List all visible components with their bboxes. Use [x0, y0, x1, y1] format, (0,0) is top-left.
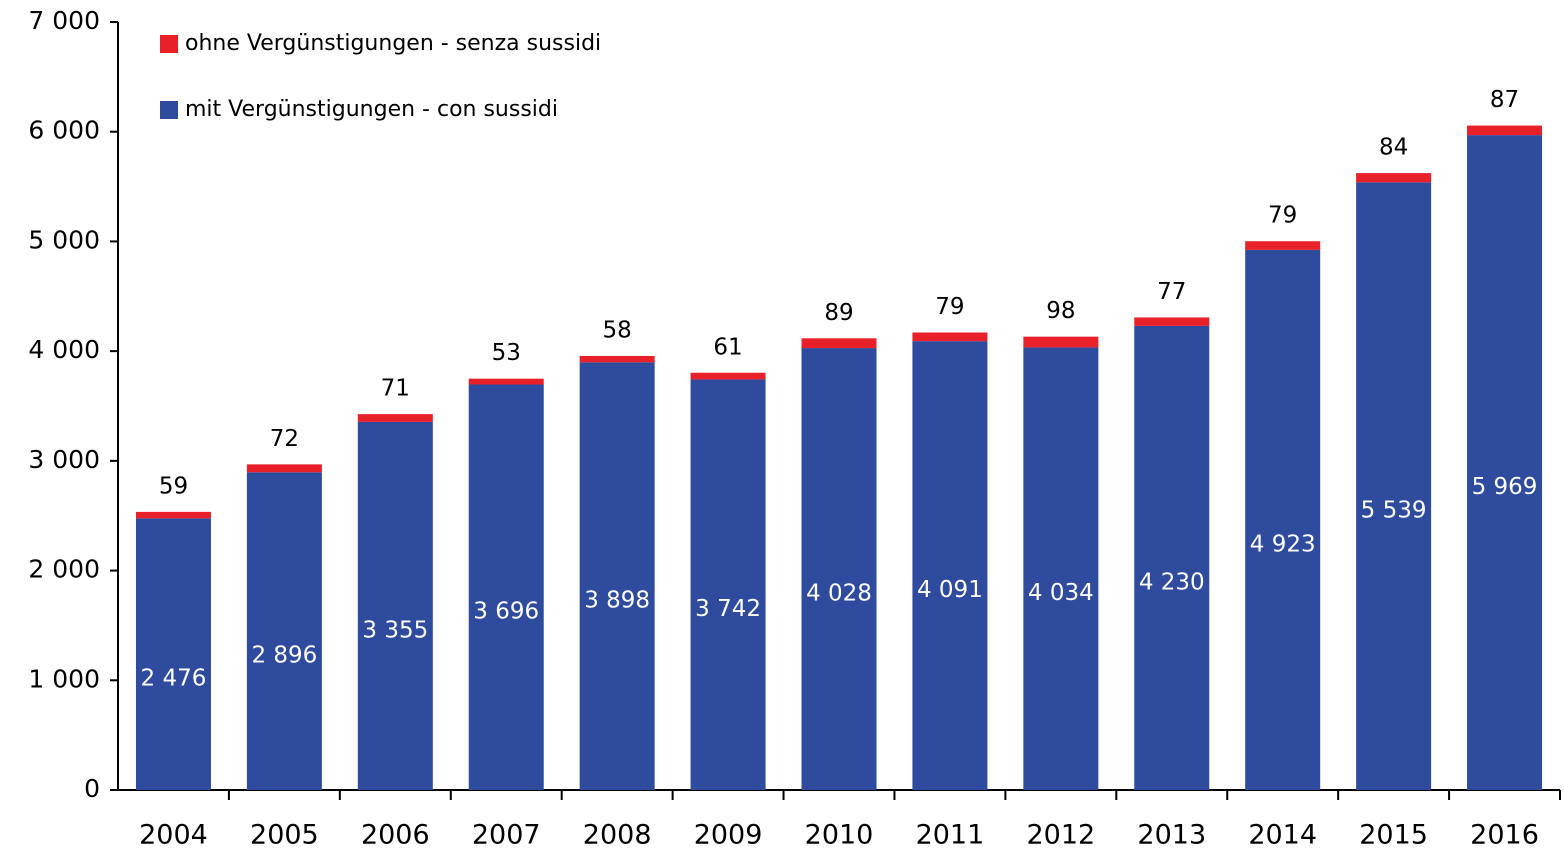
bar-segment [1134, 317, 1210, 326]
bar-segment [468, 384, 544, 790]
value-label: 71 [381, 376, 410, 402]
value-label: 2 476 [141, 666, 207, 692]
x-tick-label: 2015 [1359, 820, 1428, 851]
bar-segment [468, 378, 544, 385]
x-tick-label: 2007 [472, 820, 541, 851]
value-label: 59 [159, 473, 188, 499]
bar-segment [579, 362, 655, 790]
value-label: 79 [1268, 203, 1297, 229]
value-label: 2 896 [251, 643, 317, 669]
y-tick-label: 1 000 [28, 664, 100, 693]
bar-segment [690, 372, 766, 380]
x-tick-label: 2012 [1026, 820, 1095, 851]
bar-segment [579, 355, 655, 363]
legend-label: mit Vergünstigungen - con sussidi [185, 97, 558, 122]
x-tick-label: 2008 [583, 820, 652, 851]
value-label: 61 [713, 334, 742, 360]
bar-segment [690, 379, 766, 790]
x-tick-label: 2011 [916, 820, 985, 851]
bar-segment [1245, 249, 1321, 790]
bar-segment [801, 348, 877, 790]
value-label: 77 [1157, 279, 1186, 305]
value-label: 3 898 [584, 588, 650, 614]
value-label: 84 [1379, 135, 1408, 161]
value-label: 89 [824, 300, 853, 326]
value-label: 4 230 [1139, 569, 1205, 595]
bar-segment [1356, 173, 1432, 183]
bar-segment [801, 338, 877, 349]
y-tick-label: 3 000 [28, 445, 100, 474]
value-label: 4 091 [917, 577, 983, 603]
x-tick-label: 2005 [250, 820, 319, 851]
x-tick-label: 2013 [1137, 820, 1206, 851]
bar-segment [1023, 336, 1099, 348]
bar-segment [912, 332, 988, 342]
bar-segment [1245, 241, 1321, 250]
y-tick-label: 4 000 [28, 335, 100, 364]
value-label: 5 969 [1472, 474, 1538, 500]
value-label: 72 [270, 426, 299, 452]
value-label: 5 539 [1361, 498, 1427, 524]
bar-segment [1467, 135, 1543, 791]
value-label: 4 923 [1250, 531, 1316, 557]
bar-segment [1356, 182, 1432, 790]
x-tick-label: 2006 [361, 820, 430, 851]
y-tick-label: 7 000 [28, 6, 100, 35]
legend-label: ohne Vergünstigungen - senza sussidi [185, 31, 601, 56]
y-tick-label: 0 [84, 774, 100, 803]
bar-segment [1467, 125, 1543, 136]
x-tick-label: 2016 [1470, 820, 1539, 851]
bar-segment [246, 472, 322, 790]
bar-segment [246, 464, 322, 473]
x-tick-label: 2010 [805, 820, 874, 851]
value-label: 3 742 [695, 596, 761, 622]
bar-segment [1023, 347, 1099, 790]
legend-swatch [160, 101, 178, 119]
value-label: 58 [603, 317, 632, 343]
bar-segment [135, 511, 211, 519]
bar-segment [357, 421, 433, 790]
value-label: 98 [1046, 298, 1075, 324]
x-tick-label: 2004 [139, 820, 208, 851]
value-label: 3 696 [473, 599, 539, 625]
legend-swatch [160, 35, 178, 53]
bar-segment [912, 341, 988, 790]
value-label: 3 355 [362, 617, 428, 643]
value-label: 79 [935, 294, 964, 320]
x-tick-label: 2014 [1248, 820, 1317, 851]
bar-segment [135, 518, 211, 790]
y-tick-label: 6 000 [28, 116, 100, 145]
bar-segment [1134, 325, 1210, 790]
value-label: 87 [1490, 87, 1519, 113]
y-tick-label: 5 000 [28, 225, 100, 254]
x-tick-label: 2009 [694, 820, 763, 851]
value-label: 53 [492, 340, 521, 366]
y-tick-label: 2 000 [28, 555, 100, 584]
value-label: 4 034 [1028, 580, 1094, 606]
bar-segment [357, 414, 433, 422]
value-label: 4 028 [806, 581, 872, 607]
